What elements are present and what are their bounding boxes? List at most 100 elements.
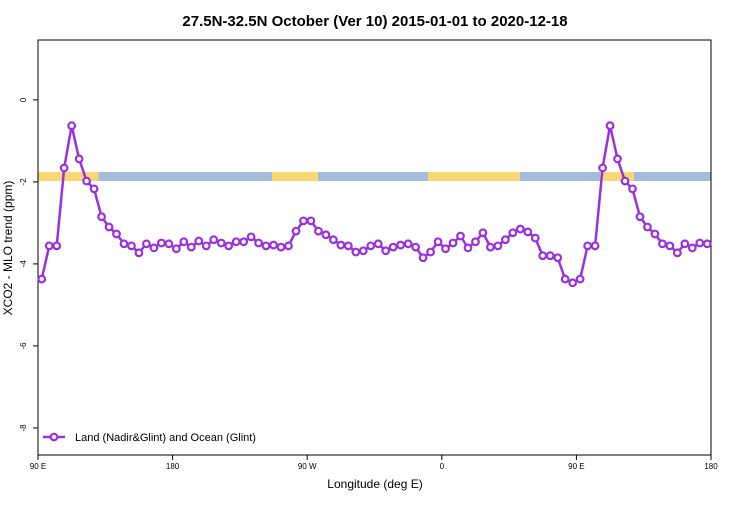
- point: [366, 241, 376, 251]
- point: [97, 212, 106, 222]
- point: [695, 238, 705, 248]
- point: [358, 246, 368, 256]
- series-line: [40, 125, 708, 285]
- point: [545, 251, 555, 261]
- point: [299, 216, 308, 226]
- y-axis-label: XCO2 - MLO trend (ppm): [1, 181, 15, 316]
- point: [156, 238, 166, 248]
- point: [119, 239, 129, 249]
- x-axis-label: Longitude (deg E): [327, 477, 422, 491]
- point: [314, 226, 323, 236]
- point: [613, 154, 622, 164]
- point: [186, 242, 196, 252]
- point: [508, 228, 518, 238]
- point: [388, 242, 398, 252]
- point: [351, 247, 361, 257]
- chart-title: 27.5N-32.5N October (Ver 10) 2015-01-01 …: [182, 13, 567, 30]
- point: [463, 243, 473, 253]
- point: [209, 235, 219, 245]
- point: [59, 163, 69, 173]
- point: [493, 241, 503, 251]
- point: [628, 184, 637, 194]
- point: [134, 248, 144, 258]
- point: [672, 248, 682, 258]
- point: [530, 233, 540, 243]
- point: [478, 228, 488, 238]
- point: [306, 216, 316, 226]
- point: [396, 240, 406, 250]
- x-tick-label: 180: [166, 462, 180, 471]
- point: [44, 241, 54, 251]
- point: [575, 274, 585, 284]
- point: [112, 229, 121, 239]
- point: [52, 241, 62, 251]
- point: [216, 238, 226, 248]
- point: [486, 242, 495, 252]
- point: [650, 229, 660, 239]
- point: [328, 235, 338, 245]
- point: [291, 226, 301, 236]
- y-tick-label: -4: [19, 260, 28, 268]
- point: [665, 241, 675, 251]
- point: [343, 241, 353, 251]
- point: [538, 251, 548, 261]
- point: [89, 184, 99, 194]
- point: [411, 242, 421, 252]
- point: [687, 243, 697, 253]
- point: [441, 244, 450, 254]
- point: [276, 242, 286, 252]
- x-tick-label: 90 E: [568, 462, 584, 471]
- point: [471, 237, 480, 247]
- point: [583, 241, 593, 251]
- point: [605, 121, 615, 131]
- y-tick-label: -6: [19, 342, 28, 350]
- point: [284, 241, 293, 251]
- point: [403, 239, 413, 249]
- y-tick-label: -8: [19, 424, 28, 432]
- point: [590, 241, 600, 251]
- point: [620, 176, 630, 186]
- land-ocean-band: [38, 172, 711, 181]
- point: [239, 237, 249, 247]
- point: [321, 230, 331, 240]
- x-tick-label: 90 W: [298, 462, 317, 471]
- point: [142, 239, 151, 249]
- point: [336, 240, 346, 250]
- point: [373, 239, 383, 249]
- point: [448, 238, 458, 248]
- point: [418, 253, 428, 263]
- point: [171, 244, 181, 254]
- land-band: [38, 172, 99, 181]
- point: [568, 278, 578, 288]
- point: [104, 222, 114, 232]
- point: [179, 237, 189, 247]
- point: [67, 121, 77, 131]
- legend-marker: [49, 432, 59, 442]
- point: [224, 241, 234, 251]
- x-tick-label: 180: [704, 462, 718, 471]
- land-band: [272, 172, 318, 181]
- point: [149, 243, 159, 253]
- point: [254, 238, 263, 248]
- land-band: [600, 172, 634, 181]
- point: [201, 241, 211, 251]
- point: [426, 247, 435, 257]
- point: [635, 212, 645, 222]
- plot-frame: [37, 39, 712, 456]
- point: [523, 227, 533, 237]
- point: [643, 222, 652, 232]
- x-tick-label: 0: [440, 462, 445, 471]
- point: [515, 224, 525, 234]
- point: [381, 246, 391, 256]
- point: [37, 274, 47, 284]
- land-band: [428, 172, 520, 181]
- y-tick-label: -2: [19, 178, 28, 186]
- point: [598, 163, 607, 173]
- point: [433, 237, 443, 247]
- point: [261, 241, 271, 251]
- point: [127, 241, 136, 251]
- point: [560, 274, 570, 284]
- point: [74, 154, 84, 164]
- point: [657, 239, 667, 249]
